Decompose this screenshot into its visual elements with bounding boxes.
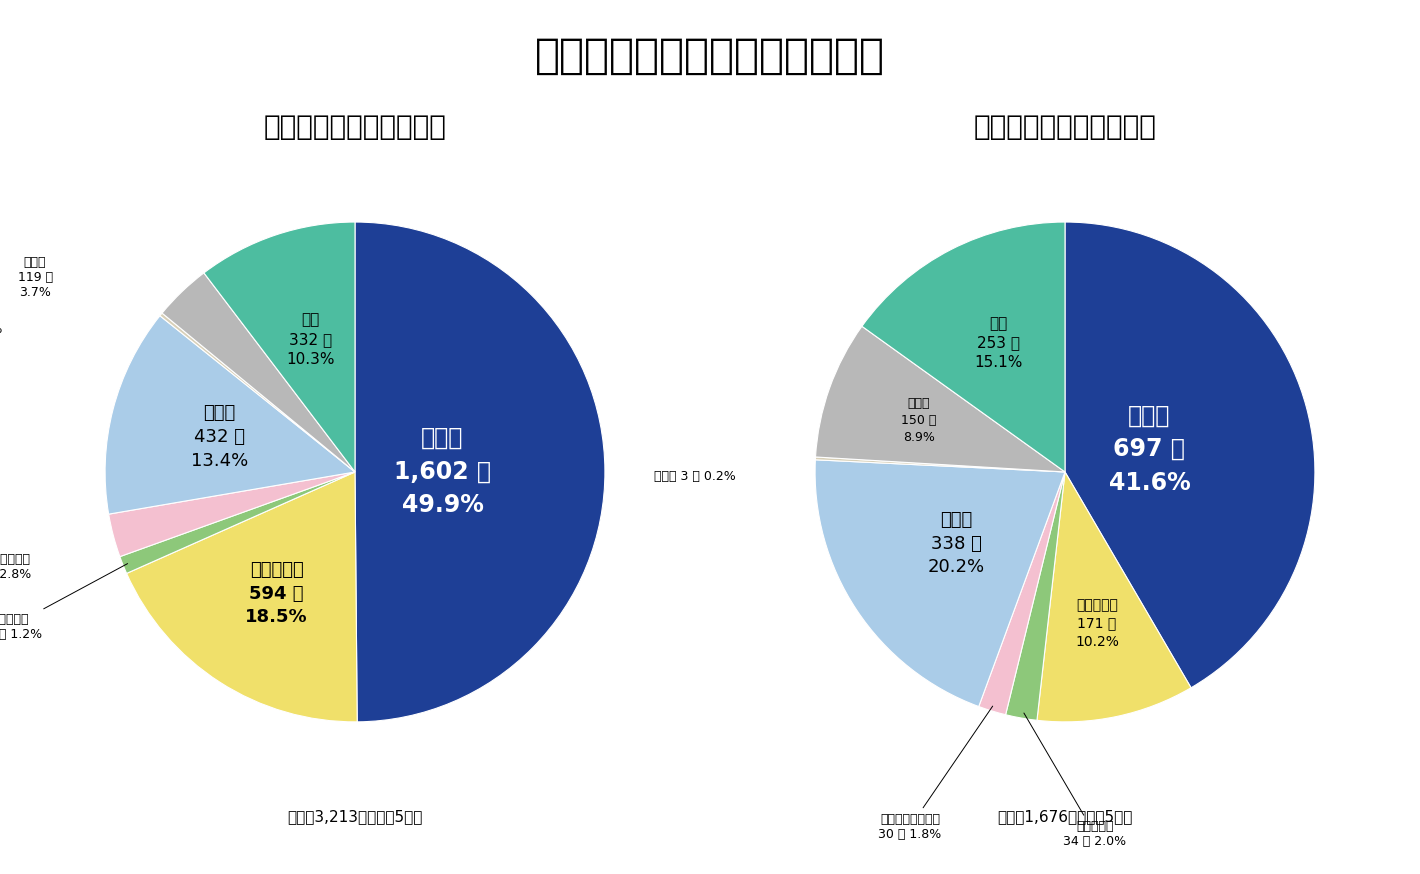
Wedge shape bbox=[862, 222, 1065, 472]
Wedge shape bbox=[119, 472, 355, 573]
Text: 無締り
1,602 件
49.9%: 無締り 1,602 件 49.9% bbox=[393, 427, 491, 517]
Wedge shape bbox=[160, 313, 355, 472]
Text: 戸外し 3 件 0.2%: 戸外し 3 件 0.2% bbox=[655, 470, 736, 483]
Wedge shape bbox=[1037, 472, 1191, 722]
Title: 共同住宅（３階建以下）: 共同住宅（３階建以下） bbox=[264, 113, 446, 141]
Wedge shape bbox=[1005, 472, 1065, 720]
Wedge shape bbox=[109, 472, 355, 557]
Text: その他
119 件
3.7%: その他 119 件 3.7% bbox=[17, 255, 53, 299]
Text: 総数：3,213件（令和5年）: 総数：3,213件（令和5年） bbox=[287, 809, 423, 824]
Text: ガラス破り
171 件
10.2%: ガラス破り 171 件 10.2% bbox=[1075, 598, 1119, 649]
Text: その他の施錠開け
90 件 2.8%: その他の施錠開け 90 件 2.8% bbox=[0, 553, 31, 581]
Text: 無締り
697 件
41.6%: 無締り 697 件 41.6% bbox=[1109, 404, 1190, 495]
Wedge shape bbox=[815, 457, 1065, 472]
Text: 侵入窃盗の侵入手口別認知件数: 侵入窃盗の侵入手口別認知件数 bbox=[535, 35, 885, 77]
Text: ドア錠破り
37 件 1.2%: ドア錠破り 37 件 1.2% bbox=[0, 564, 128, 641]
Text: 戸外し
7 件 0.2%: 戸外し 7 件 0.2% bbox=[0, 308, 3, 336]
Wedge shape bbox=[1065, 222, 1315, 688]
Text: 合かぎ
432 件
13.4%: 合かぎ 432 件 13.4% bbox=[190, 405, 248, 469]
Wedge shape bbox=[126, 472, 358, 722]
Text: 不明
253 件
15.1%: 不明 253 件 15.1% bbox=[974, 316, 1022, 371]
Wedge shape bbox=[105, 316, 355, 514]
Text: 不明
332 件
10.3%: 不明 332 件 10.3% bbox=[285, 312, 335, 366]
Wedge shape bbox=[162, 273, 355, 472]
Text: 総数：1,676件（令和5年）: 総数：1,676件（令和5年） bbox=[997, 809, 1133, 824]
Wedge shape bbox=[815, 460, 1065, 706]
Wedge shape bbox=[978, 472, 1065, 715]
Text: 合かぎ
338 件
20.2%: 合かぎ 338 件 20.2% bbox=[929, 511, 985, 576]
Text: その他の施錠開け
30 件 1.8%: その他の施錠開け 30 件 1.8% bbox=[879, 706, 993, 841]
Text: その他
150 件
8.9%: その他 150 件 8.9% bbox=[902, 397, 937, 444]
Title: 共同住宅（４階建以上）: 共同住宅（４階建以上） bbox=[974, 113, 1156, 141]
Wedge shape bbox=[815, 326, 1065, 472]
Wedge shape bbox=[355, 222, 605, 722]
Wedge shape bbox=[204, 222, 355, 472]
Text: ドア錠破り
34 件 2.0%: ドア錠破り 34 件 2.0% bbox=[1024, 713, 1126, 849]
Text: ガラス破り
594 件
18.5%: ガラス破り 594 件 18.5% bbox=[246, 561, 308, 627]
